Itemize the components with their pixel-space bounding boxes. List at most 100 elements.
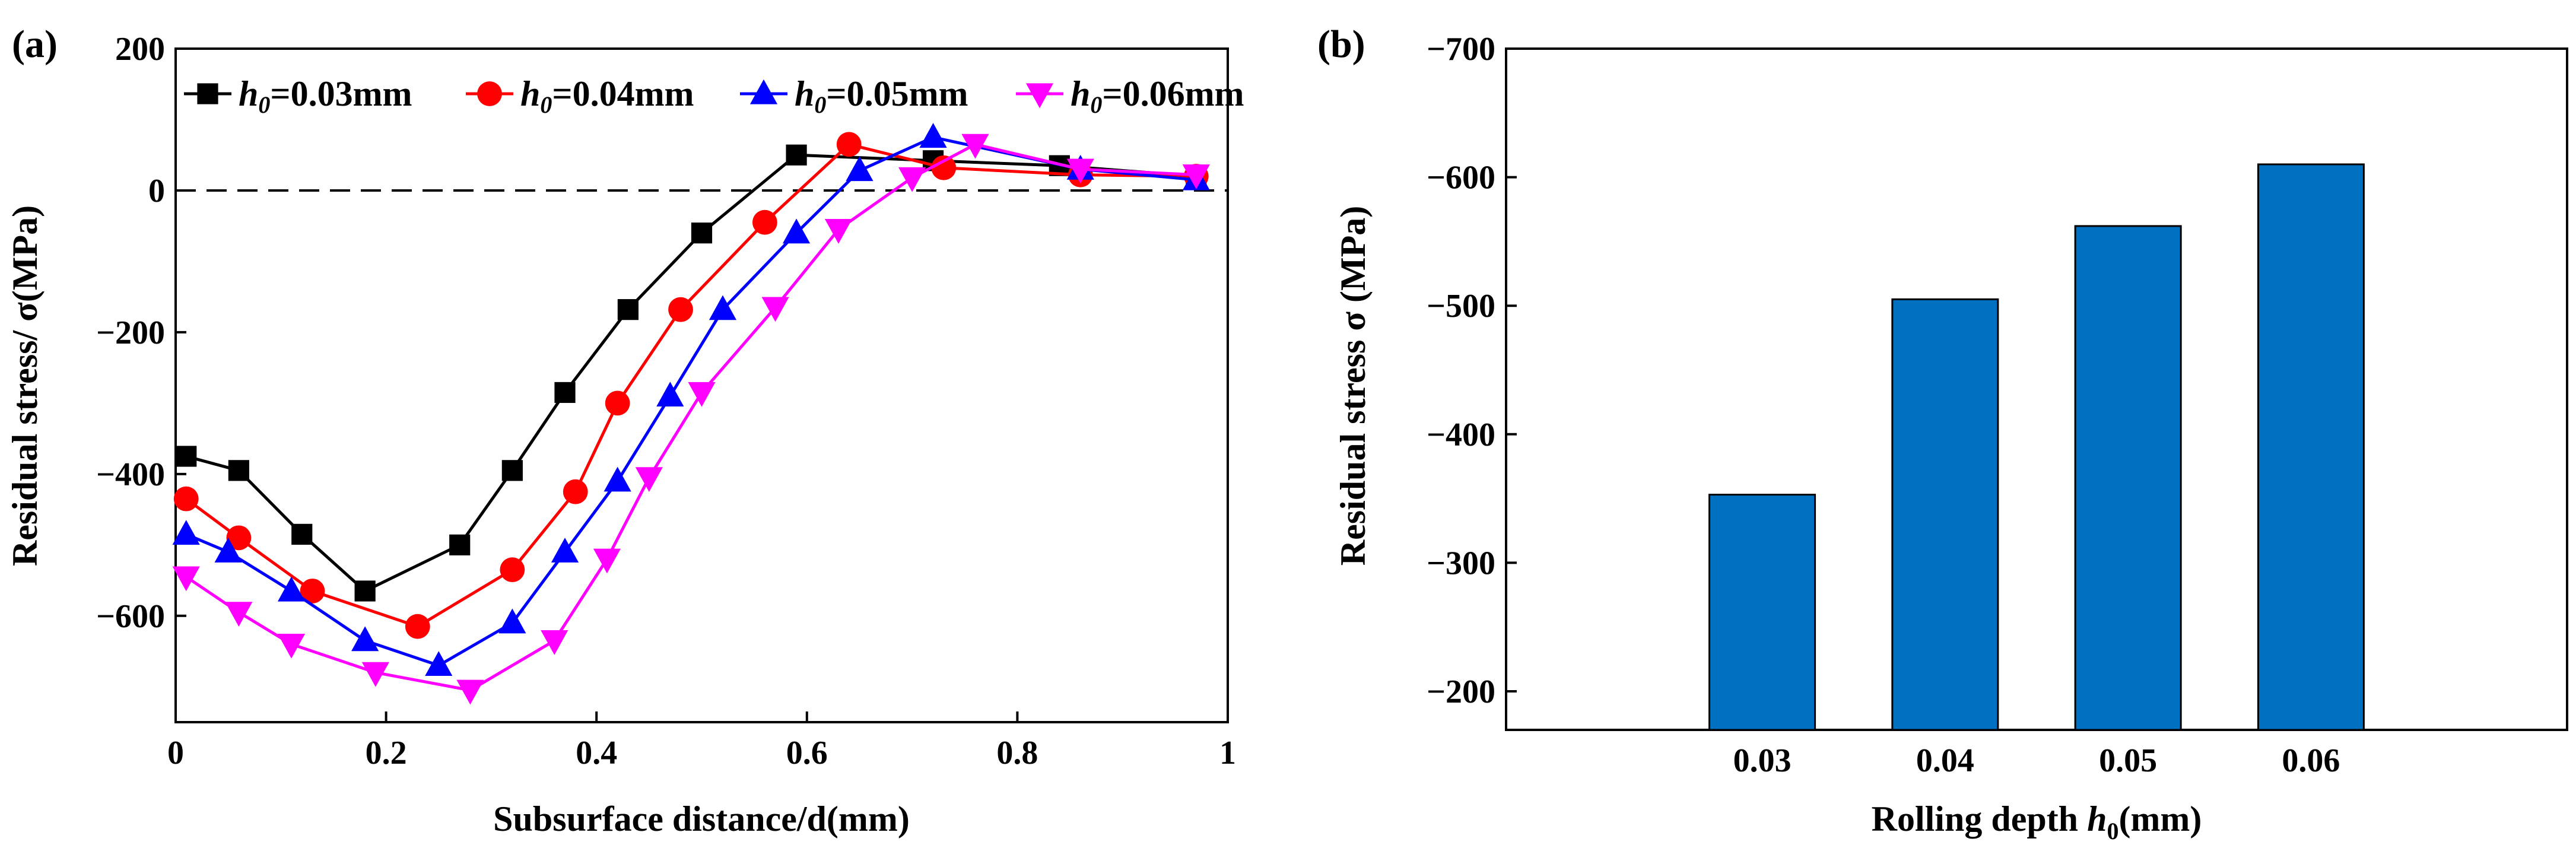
data-point <box>456 679 484 705</box>
data-point <box>563 479 588 504</box>
data-point <box>605 390 630 416</box>
data-point <box>668 297 693 322</box>
data-point <box>656 382 684 407</box>
data-point <box>961 134 989 159</box>
data-point <box>786 144 807 166</box>
data-point <box>551 538 579 563</box>
data-point <box>824 219 853 244</box>
data-point <box>277 633 306 659</box>
panel-b-plot-frame <box>1505 47 2568 731</box>
legend-label: h0=0.03mm <box>239 74 412 118</box>
data-point <box>931 155 957 180</box>
series-line <box>185 135 1197 668</box>
panel-a: (a) 0 0.2 0.4 0.6 0.8 1 200 0 −200 −400 −600 h0=0.… <box>5 23 1244 838</box>
data-point <box>593 548 621 574</box>
legend-marker <box>197 83 218 104</box>
bar <box>1891 298 1999 731</box>
data-point <box>617 299 639 320</box>
panel-b-bars <box>1708 163 2365 731</box>
data-point <box>898 167 926 192</box>
data-point <box>225 602 253 627</box>
panel-a-axes: 0 0.2 0.4 0.6 0.8 1 200 0 −200 −400 −600 <box>96 31 1236 771</box>
y-tick-label: 0 <box>148 173 165 209</box>
x-tick-label: 0.4 <box>576 735 617 771</box>
data-point <box>300 579 325 603</box>
data-point <box>500 557 525 583</box>
x-tick-label: 0.03 <box>1733 742 1792 779</box>
data-point <box>501 460 523 481</box>
data-point <box>425 651 453 676</box>
data-point <box>228 460 249 481</box>
panel-b: (b) −700 −600 −500 −400 −300 −200 0.03 0.04 0.05… <box>1317 23 2568 844</box>
x-tick-label: 0 <box>167 735 184 771</box>
y-tick-label: −300 <box>1427 545 1495 582</box>
y-tick-label: 200 <box>115 31 165 68</box>
data-point <box>354 580 376 602</box>
data-point <box>554 382 576 404</box>
data-point <box>603 466 631 492</box>
data-point <box>919 123 947 148</box>
data-point <box>782 218 811 244</box>
data-point <box>405 614 430 639</box>
panel-a-x-axis-label: Subsurface distance/d(mm) <box>493 799 910 838</box>
x-tick-label: 0.05 <box>2099 742 2157 779</box>
y-tick-label: −200 <box>1427 674 1495 710</box>
y-tick-label: −500 <box>1427 288 1495 325</box>
panel-a-series <box>172 123 1210 705</box>
y-tick-label: −400 <box>1427 417 1495 453</box>
x-tick-label: 0.2 <box>366 735 407 771</box>
legend-marker <box>749 79 778 104</box>
y-tick-label: −200 <box>96 315 165 351</box>
panel-a-y-axis-label: Residual stress/ σ(MPa) <box>5 205 45 566</box>
panel-a-legend: h0=0.03mm h0=0.04mm h0=0.05mm h0=0.06mm <box>184 74 1244 118</box>
panel-b-axes: −700 −600 −500 −400 −300 −200 0.03 0.04 0.05 0.06 <box>1427 31 2340 779</box>
panel-a-label: (a) <box>12 23 58 66</box>
data-point <box>498 608 526 634</box>
x-tick-label: 0.04 <box>1916 742 1974 779</box>
x-tick-label: 1 <box>1219 735 1236 771</box>
legend-label: h0=0.04mm <box>520 74 694 118</box>
data-point <box>277 576 306 602</box>
data-point <box>173 486 199 512</box>
data-point <box>846 156 874 182</box>
data-point <box>752 209 777 235</box>
panel-b-label: (b) <box>1317 23 1365 66</box>
data-point <box>1066 158 1094 184</box>
x-tick-label: 0.6 <box>786 735 828 771</box>
data-point <box>172 520 200 545</box>
data-point <box>688 382 716 407</box>
bar <box>2257 163 2365 731</box>
data-point <box>761 297 789 322</box>
data-point <box>351 626 379 652</box>
x-tick-label: 0.06 <box>2282 742 2340 779</box>
data-point <box>172 566 200 592</box>
data-point <box>1182 164 1210 189</box>
data-point <box>176 446 197 467</box>
data-point <box>635 467 663 493</box>
data-point <box>709 295 737 320</box>
data-point <box>691 223 713 244</box>
y-tick-label: −600 <box>1427 160 1495 196</box>
panel-a-plot-frame <box>174 47 1229 723</box>
panel-b-y-axis-label: Residual stress σ (MPa) <box>1333 206 1373 566</box>
y-tick-label: −700 <box>1427 31 1495 68</box>
data-point <box>541 630 568 655</box>
data-point <box>836 132 862 157</box>
data-point <box>449 534 471 555</box>
data-point <box>214 538 242 563</box>
series-line <box>185 142 1196 692</box>
x-tick-label: 0.8 <box>996 735 1038 771</box>
legend-marker <box>1025 83 1054 109</box>
legend-label: h0=0.06mm <box>1071 74 1244 118</box>
panel-b-x-axis-label: Rolling depth h0(mm) <box>1872 799 2202 844</box>
y-tick-label: −600 <box>96 598 165 635</box>
series-line <box>186 153 1197 593</box>
data-point <box>226 525 252 551</box>
data-point <box>361 662 389 687</box>
bar <box>1708 494 1816 731</box>
legend-marker <box>477 81 502 106</box>
y-tick-label: −400 <box>96 456 165 493</box>
legend-label: h0=0.05mm <box>795 74 968 118</box>
bar <box>2074 225 2182 731</box>
